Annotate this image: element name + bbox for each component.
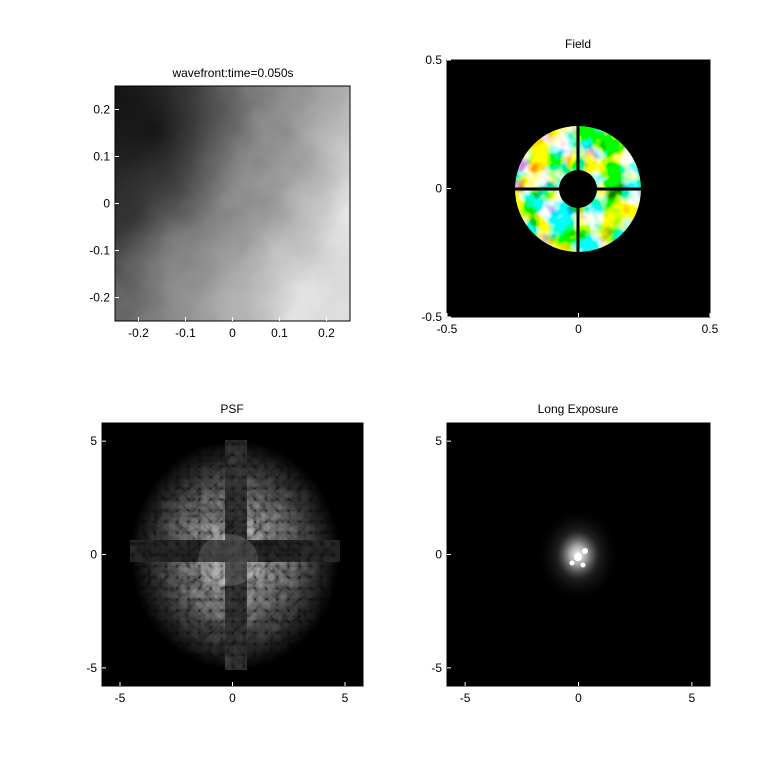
field-title: Field [565, 37, 591, 51]
field-xtick-label: 0 [575, 322, 582, 336]
wavefront-ytick-label: 0.2 [93, 103, 110, 117]
wavefront-ytick-label: 0.1 [93, 150, 110, 164]
long-exposure-xtick-label: -5 [460, 691, 471, 705]
psf-ytick-label: 0 [90, 548, 97, 562]
long-exposure-ytick-label: 5 [435, 434, 442, 448]
field-ytick-label: 0 [435, 182, 442, 196]
psf-core [198, 534, 258, 586]
field-panel: Field -0.5 0 0.5 0.5 0 -0.5 [421, 37, 718, 336]
field-ytick-label: 0.5 [425, 53, 442, 67]
psf-xtick-label: -5 [115, 691, 126, 705]
long-exposure-core [569, 548, 588, 568]
field-spider-vanes [512, 124, 644, 256]
wavefront-xtick-label: 0 [229, 326, 236, 340]
wavefront-xtick-label: 0.2 [318, 326, 335, 340]
wavefront-xtick-label: -0.1 [175, 326, 196, 340]
wavefront-xtick-label: -0.2 [128, 326, 149, 340]
psf-ytick-label: 5 [90, 434, 97, 448]
long-exposure-ytick-label: -5 [431, 661, 442, 675]
field-xtick-label: -0.5 [437, 322, 458, 336]
long-exposure-xtick-label: 0 [575, 691, 582, 705]
wavefront-ytick-label: 0 [103, 197, 110, 211]
long-exposure-ytick-label: 0 [435, 548, 442, 562]
psf-panel: PSF -5 0 5 5 0 -5 [86, 402, 364, 705]
field-xtick-label: 0.5 [702, 322, 719, 336]
long-exposure-panel: Long Exposure -5 0 5 5 0 -5 [431, 402, 711, 705]
psf-title: PSF [220, 402, 243, 416]
psf-ytick-label: -5 [86, 661, 97, 675]
wavefront-ytick-label: -0.2 [89, 291, 110, 305]
wavefront-xtick-label: 0.1 [271, 326, 288, 340]
field-ytick-label: -0.5 [421, 310, 442, 324]
wavefront-panel: wavefront:time=0.050s -0.2 -0.1 0 0.1 0.2 0.2… [89, 66, 351, 340]
long-exposure-xtick-label: 5 [689, 691, 696, 705]
psf-speckle [130, 440, 340, 670]
wavefront-image [115, 86, 350, 321]
wavefront-title: wavefront:time=0.050s [171, 66, 293, 80]
psf-xtick-label: 5 [342, 691, 349, 705]
psf-xtick-label: 0 [229, 691, 236, 705]
long-exposure-title: Long Exposure [538, 402, 619, 416]
wavefront-ytick-label: -0.1 [89, 244, 110, 258]
